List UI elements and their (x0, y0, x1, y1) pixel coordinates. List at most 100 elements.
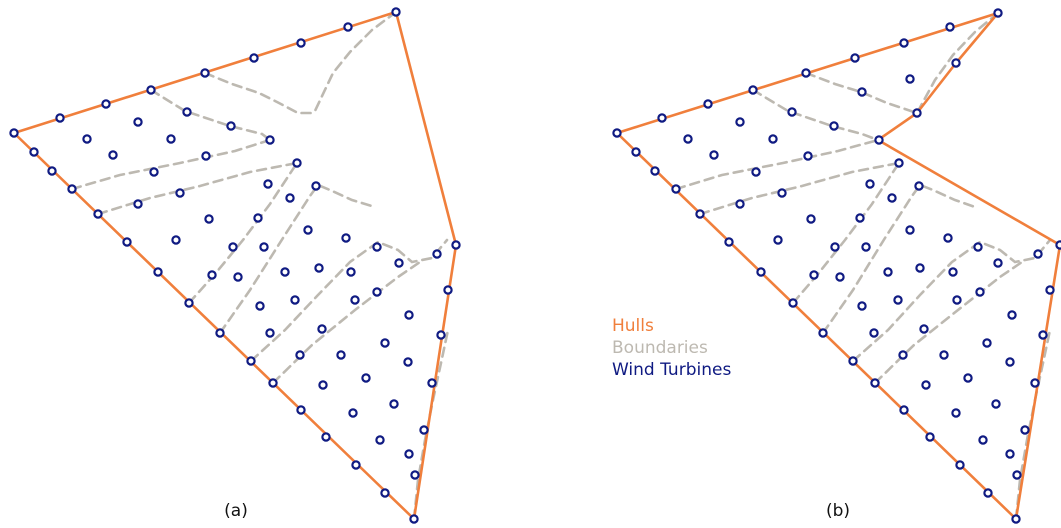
hull-wind-turbine (321, 432, 331, 442)
wind-turbine (835, 272, 845, 282)
wind-turbine (133, 199, 143, 209)
hull-wind-turbine (391, 7, 401, 17)
boundary-line (249, 238, 449, 363)
wind-turbine (830, 242, 840, 252)
hull-wind-turbine (671, 184, 681, 194)
wind-turbine (709, 150, 719, 160)
wind-turbine (1007, 310, 1017, 320)
wind-turbine (133, 117, 143, 127)
hull-wind-turbine (419, 425, 429, 435)
panel-a-hull (13, 10, 458, 521)
wind-turbine (893, 295, 903, 305)
wind-turbine (317, 324, 327, 334)
panel-a-caption: (a) (224, 501, 248, 521)
wind-turbine (404, 310, 414, 320)
wind-turbine (372, 242, 382, 252)
legend-wind-turbines-label: Wind Turbines (612, 360, 731, 380)
wind-turbine (809, 270, 819, 280)
hull-wind-turbine (93, 209, 103, 219)
hull-wind-turbine (748, 85, 758, 95)
hull-wind-turbine (788, 298, 798, 308)
hull-wind-turbine (899, 405, 909, 415)
panel-b: (b) (612, 8, 1061, 524)
boundary-line (674, 138, 880, 191)
boundary-line (698, 161, 901, 216)
hull-wind-turbine (153, 267, 163, 277)
hull-wind-turbine (703, 99, 713, 109)
hull-wind-turbine (848, 356, 858, 366)
wind-turbine (175, 188, 185, 198)
wind-turbine (939, 350, 949, 360)
wind-turbine (226, 121, 236, 131)
hull-wind-turbine (1012, 470, 1022, 480)
wind-turbine (982, 338, 992, 348)
wind-turbine (865, 179, 875, 189)
wind-turbine (914, 181, 924, 191)
wind-turbine (787, 107, 797, 117)
boundary-line (96, 161, 299, 216)
wind-turbine (915, 263, 925, 273)
wind-turbine (166, 134, 176, 144)
wind-turbine (82, 134, 92, 144)
wind-turbine (919, 324, 929, 334)
wind-turbine (905, 74, 915, 84)
boundary-line (751, 88, 880, 142)
hull-wind-turbine (146, 85, 156, 95)
panel-b-turbines (612, 8, 1061, 524)
hull-wind-turbine (945, 22, 955, 32)
wind-turbine (318, 380, 328, 390)
wind-turbine (361, 373, 371, 383)
boundary-line (804, 71, 919, 115)
wind-turbine (991, 399, 1001, 409)
wind-turbine (380, 338, 390, 348)
panel-a-boundaries (70, 10, 450, 521)
hull-wind-turbine (296, 38, 306, 48)
wind-turbine (314, 263, 324, 273)
wind-turbine (869, 328, 879, 338)
wind-turbine (394, 258, 404, 268)
hull-wind-turbine (912, 108, 922, 118)
boundary-line (821, 183, 977, 335)
legend-boundaries-label: Boundaries (612, 338, 708, 358)
wind-turbine (874, 135, 884, 145)
wind-turbine (311, 181, 321, 191)
hull-wind-turbine (410, 470, 420, 480)
wind-turbine (265, 328, 275, 338)
hull-wind-turbine (47, 166, 57, 176)
wind-turbine (346, 267, 356, 277)
hull-wind-turbine (870, 378, 880, 388)
hull-wind-turbine (101, 99, 111, 109)
wind-turbine (201, 151, 211, 161)
wind-turbine (350, 295, 360, 305)
hull-wind-turbine (246, 356, 256, 366)
wind-turbine (683, 134, 693, 144)
hull-wind-turbine (409, 514, 419, 524)
wind-turbine (259, 242, 269, 252)
boundary-line (312, 10, 398, 115)
wind-turbine (751, 167, 761, 177)
hull-wind-turbine (631, 147, 641, 157)
hull-wind-turbine (1011, 514, 1021, 524)
hull-wind-turbine (451, 240, 461, 250)
panel-b-hull (616, 11, 1061, 521)
wind-turbine (253, 213, 263, 223)
hull-wind-turbine (899, 38, 909, 48)
wind-turbine (372, 287, 382, 297)
wind-turbine (951, 408, 961, 418)
wind-turbine (975, 287, 985, 297)
wind-turbine (303, 225, 313, 235)
panel-b-caption: (b) (826, 501, 850, 521)
wind-turbine (973, 242, 983, 252)
wind-turbine (432, 249, 442, 259)
hull-wind-turbine (343, 22, 353, 32)
hull-wind-turbine (612, 128, 622, 138)
hull-wind-turbine (380, 488, 390, 498)
boundary-line (149, 88, 272, 142)
hull-wind-turbine (55, 113, 65, 123)
hull-wind-turbine (122, 237, 132, 247)
hull-wind-turbine (215, 328, 225, 338)
hull-wind-turbine (650, 166, 660, 176)
hull-wind-turbine (657, 113, 667, 123)
wind-turbine (921, 380, 931, 390)
